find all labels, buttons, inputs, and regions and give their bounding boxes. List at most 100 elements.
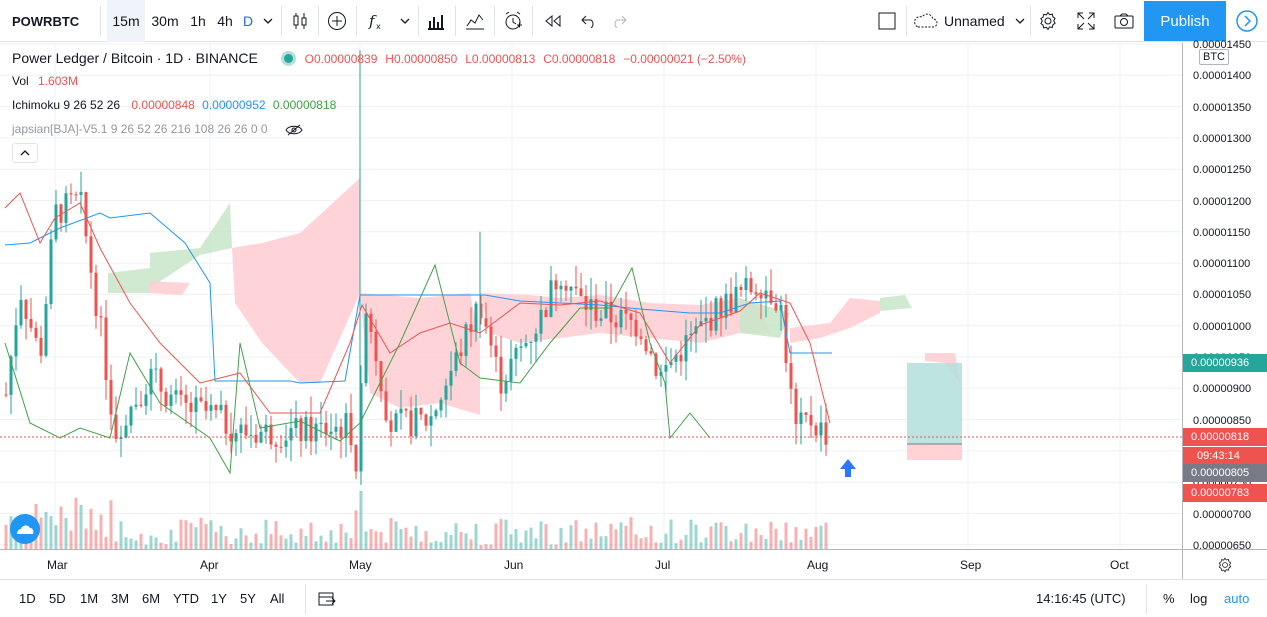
- range-6m[interactable]: 6M: [142, 591, 161, 606]
- candle-body: [9, 356, 13, 395]
- templates-button[interactable]: [460, 0, 490, 42]
- volume-bar: [699, 542, 703, 549]
- candle-body: [104, 317, 108, 381]
- candle-body: [249, 434, 253, 436]
- volume-bar: [284, 538, 288, 549]
- volume-bar: [359, 490, 363, 549]
- range-5y[interactable]: 5Y: [240, 591, 256, 606]
- range-ytd[interactable]: YTD: [173, 591, 199, 606]
- range-3m[interactable]: 3M: [111, 591, 130, 606]
- volume-bar: [64, 517, 68, 549]
- percent-scale-toggle[interactable]: %: [1163, 591, 1175, 606]
- candle-body: [749, 278, 753, 293]
- indicators-dropdown[interactable]: [396, 0, 414, 42]
- candle-body: [804, 412, 808, 415]
- publish-button[interactable]: Publish: [1144, 1, 1226, 41]
- legend-ichimoku: Ichimoku 9 26 52 26 0.00000848 0.0000095…: [12, 98, 336, 112]
- candle-body: [454, 352, 458, 371]
- financials-button[interactable]: [422, 0, 450, 42]
- range-1d[interactable]: 1D: [19, 591, 36, 606]
- interval-dropdown[interactable]: [259, 0, 277, 42]
- price-axis[interactable]: 0.00001450 0.00001400 0.00001350 0.00001300…: [1182, 39, 1267, 552]
- volume-bar: [739, 532, 743, 549]
- interval-15m[interactable]: 15m: [107, 0, 145, 42]
- volume-bar: [209, 520, 213, 549]
- volume-bar: [324, 541, 328, 549]
- volume-bar: [44, 511, 48, 549]
- clock-timezone[interactable]: 14:16:45 (UTC): [1036, 591, 1126, 606]
- log-scale-toggle[interactable]: log: [1190, 591, 1208, 606]
- tradingview-logo[interactable]: [10, 514, 40, 544]
- volume-bar: [609, 523, 613, 549]
- chart-type-button[interactable]: [286, 0, 314, 42]
- interval-4h[interactable]: 4h: [217, 13, 233, 29]
- volume-bar: [134, 540, 138, 549]
- legend-high: H0.00000850: [385, 52, 458, 66]
- hidden-eye-icon[interactable]: [285, 124, 303, 136]
- axis-settings-button[interactable]: [1182, 549, 1267, 579]
- undo-icon: [581, 15, 594, 28]
- candle-body: [364, 313, 368, 384]
- time-axis[interactable]: Mar Apr May Jun Jul Aug Sep Oct: [0, 549, 1182, 579]
- collapse-legend-button[interactable]: [12, 143, 38, 163]
- alert-button[interactable]: [498, 0, 528, 42]
- interval-30m[interactable]: 30m: [151, 13, 179, 29]
- toolbar-divider: [318, 6, 319, 36]
- volume-bar: [634, 534, 638, 549]
- volume-bar: [494, 523, 498, 549]
- legend-title: Power Ledger / Bitcoin · 1D · BINANCE: [12, 50, 258, 66]
- publish-more-button[interactable]: [1227, 1, 1267, 41]
- volume-bar: [154, 537, 158, 549]
- candle-body: [4, 394, 8, 396]
- volume-bar: [779, 540, 783, 549]
- screenshot-button[interactable]: [1110, 0, 1138, 42]
- volume-bar: [144, 544, 148, 549]
- bar-chart-icon: [428, 15, 444, 30]
- candle-body: [639, 336, 643, 340]
- candle-body: [219, 404, 223, 411]
- goto-date-button[interactable]: [318, 580, 336, 617]
- undo-button[interactable]: [574, 0, 604, 42]
- candle-body: [354, 445, 358, 472]
- candle-body: [319, 422, 323, 424]
- candle-body: [244, 424, 248, 436]
- candle-body: [309, 416, 313, 442]
- volume-bar: [674, 543, 678, 549]
- replay-button[interactable]: [538, 0, 568, 42]
- volume-bar: [474, 523, 478, 549]
- candle-body: [544, 309, 548, 318]
- price-chart[interactable]: [0, 43, 1182, 549]
- candle-body: [264, 424, 268, 432]
- candle-body: [479, 303, 483, 319]
- chart-pane[interactable]: Power Ledger / Bitcoin · 1D · BINANCE O0…: [0, 43, 1182, 549]
- candle-body: [814, 425, 818, 436]
- volume-bar: [374, 531, 378, 549]
- range-5d[interactable]: 5D: [49, 591, 66, 606]
- candle-body: [449, 370, 453, 386]
- interval-1d[interactable]: D: [242, 13, 254, 29]
- time-label-oct: Oct: [1110, 558, 1129, 572]
- multi-chart-layout-button[interactable]: [874, 0, 900, 42]
- volume-bar: [704, 537, 708, 549]
- legend-script: japsian[BJA]-V5.1 9 26 52 26 216 108 26 …: [12, 122, 303, 136]
- interval-1h[interactable]: 1h: [190, 13, 206, 29]
- volume-bar: [769, 521, 773, 549]
- fullscreen-button[interactable]: [1072, 0, 1100, 42]
- symbol-search[interactable]: POWRBTC: [12, 13, 80, 29]
- range-1y[interactable]: 1Y: [211, 591, 227, 606]
- volume-bar: [629, 517, 633, 549]
- range-all[interactable]: All: [270, 591, 285, 606]
- candle-body: [74, 194, 78, 196]
- candle-body: [684, 335, 688, 362]
- redo-button[interactable]: [604, 0, 634, 42]
- price-label: 0.00000900: [1193, 383, 1252, 396]
- range-1m[interactable]: 1M: [80, 591, 99, 606]
- compare-button[interactable]: [322, 0, 352, 42]
- candle-body: [724, 293, 728, 318]
- settings-button[interactable]: [1034, 0, 1062, 42]
- layout-save-menu[interactable]: Unnamed: [912, 0, 1030, 42]
- candle-body: [414, 407, 418, 437]
- candle-body: [744, 278, 748, 291]
- auto-scale-toggle[interactable]: auto: [1224, 591, 1250, 606]
